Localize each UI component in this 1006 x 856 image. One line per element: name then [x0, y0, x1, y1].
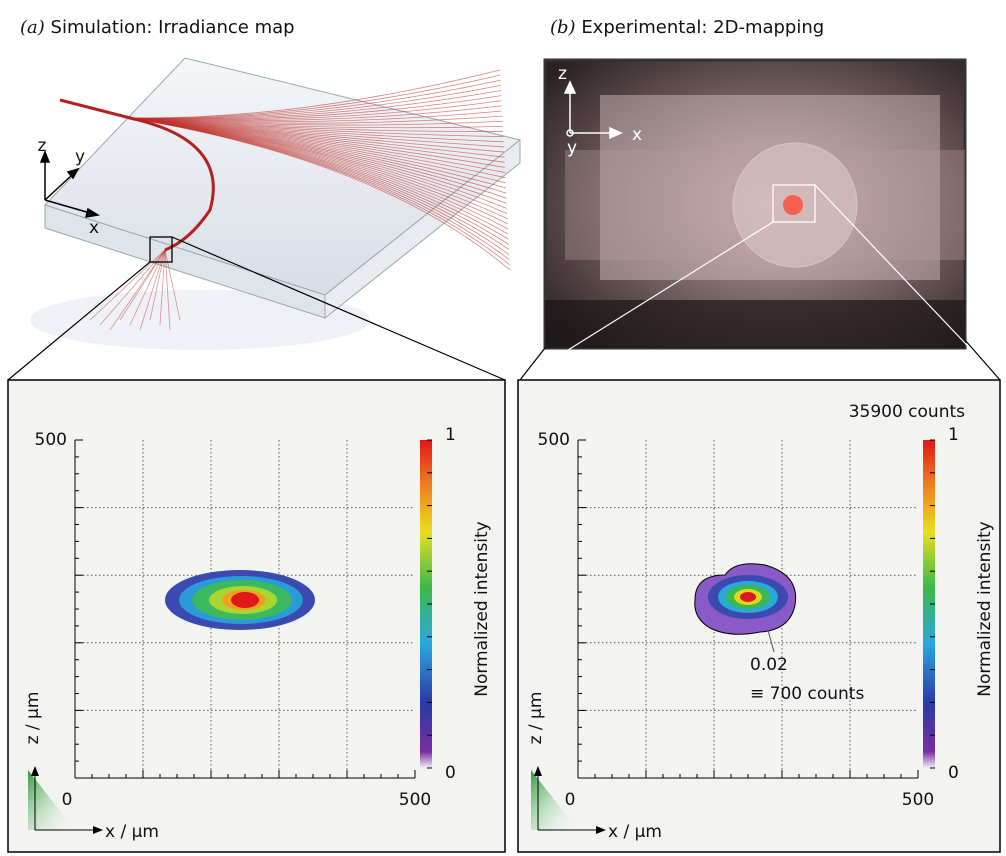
leader	[767, 629, 775, 653]
x-tick-label: 0	[565, 790, 576, 810]
plot: 0 500 500 x / µm z / µm 0 1 Normalized intensit…	[23, 425, 492, 842]
colorbar-max-note: 35900 counts	[849, 402, 965, 422]
axis-label: x	[89, 218, 99, 238]
axis-label: y	[75, 147, 85, 167]
axis-indicator	[534, 766, 542, 776]
y-tick-label: 500	[538, 430, 570, 450]
colorbar-tick-label: 0	[948, 763, 959, 783]
contour-counts: ≡ 700 counts	[750, 684, 864, 704]
ray	[109, 249, 166, 331]
x-tick-label: 500	[902, 790, 934, 810]
ray	[139, 249, 166, 331]
panel-title: Simulation: Irradiance map	[51, 17, 295, 38]
colorbar-tick-label: 1	[445, 425, 456, 445]
slab-illustration: z y x	[30, 57, 522, 350]
axis-label: z	[558, 64, 567, 84]
axis-indicator	[93, 826, 103, 834]
panel-title: Experimental: 2D-mapping	[581, 17, 824, 38]
colorbar-label: Normalized intensity	[975, 521, 995, 697]
ray	[164, 249, 171, 331]
colorbar	[420, 440, 432, 768]
panel-label: (b) Experimental: 2D-mapping	[550, 17, 824, 38]
panel-label: (a) Simulation: Irradiance map	[20, 17, 295, 38]
plot: 0 500 500 x / µm z / µm 0 1 Normalized intensit…	[526, 402, 995, 842]
x-axis-label: x / µm	[608, 822, 662, 842]
x-axis-label: x / µm	[105, 822, 159, 842]
axis-label: x	[632, 125, 642, 145]
contour-value: 0.02	[750, 655, 788, 675]
panel-label: (b)	[550, 17, 576, 38]
axis-indicator	[28, 770, 75, 830]
colorbar	[923, 440, 935, 768]
y-tick-label: 500	[35, 430, 67, 450]
axis-indicator	[531, 770, 578, 830]
photo: z x y	[543, 58, 967, 350]
axis-indicator	[596, 826, 606, 834]
axis-label: z	[38, 136, 47, 156]
ray	[129, 117, 511, 271]
colorbar-label: Normalized intensity	[472, 521, 492, 697]
colorbar-tick-label: 1	[948, 425, 959, 445]
panel-label: (a)	[20, 17, 45, 38]
colorbar-tick-label: 0	[445, 763, 456, 783]
x-tick-label: 0	[62, 790, 73, 810]
y-axis-label: z / µm	[526, 692, 546, 745]
axis-indicator	[31, 766, 39, 776]
axis-label: y	[567, 138, 577, 158]
zoom-lines	[7, 184, 1001, 381]
x-tick-label: 500	[399, 790, 431, 810]
intensity-blob	[231, 592, 259, 608]
intensity-blob	[740, 592, 756, 602]
y-axis-label: z / µm	[23, 692, 43, 745]
